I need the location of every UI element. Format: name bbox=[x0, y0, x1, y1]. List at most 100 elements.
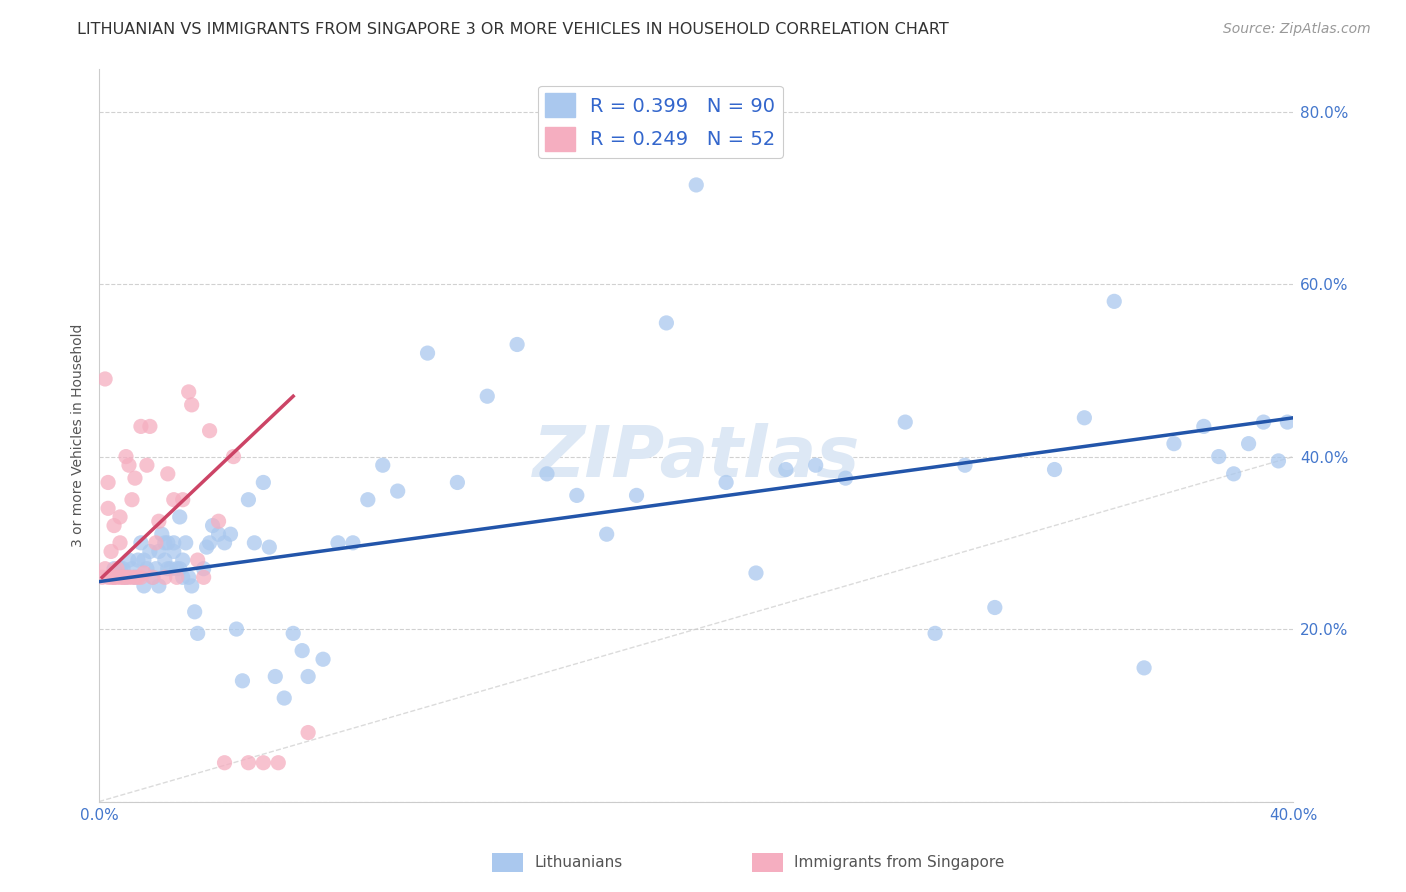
Point bbox=[1253, 415, 1275, 429]
Text: Immigrants from Singapore: Immigrants from Singapore bbox=[794, 855, 1005, 870]
Point bbox=[775, 462, 797, 476]
Point bbox=[100, 544, 122, 558]
Point bbox=[953, 458, 976, 473]
Point bbox=[984, 600, 1007, 615]
Point bbox=[477, 389, 499, 403]
Point bbox=[225, 622, 247, 636]
Point bbox=[1267, 454, 1289, 468]
Y-axis label: 3 or more Vehicles in Household: 3 or more Vehicles in Household bbox=[72, 323, 86, 547]
Point bbox=[115, 570, 138, 584]
Point bbox=[1163, 436, 1185, 450]
Point bbox=[183, 605, 205, 619]
Point bbox=[1208, 450, 1230, 464]
Point bbox=[1133, 661, 1156, 675]
Point bbox=[148, 579, 170, 593]
Point bbox=[273, 691, 295, 706]
Point bbox=[148, 544, 170, 558]
Point bbox=[172, 553, 194, 567]
Point bbox=[132, 566, 155, 580]
Point bbox=[105, 562, 128, 576]
Point bbox=[145, 536, 167, 550]
Point bbox=[111, 562, 134, 576]
Point bbox=[103, 518, 125, 533]
Point bbox=[267, 756, 290, 770]
Point bbox=[156, 562, 179, 576]
Point bbox=[387, 484, 409, 499]
Point bbox=[214, 536, 236, 550]
Point bbox=[177, 570, 200, 584]
Point bbox=[187, 553, 209, 567]
Point bbox=[127, 570, 149, 584]
Point bbox=[103, 570, 125, 584]
Point bbox=[219, 527, 242, 541]
Point bbox=[142, 570, 165, 584]
Point bbox=[195, 540, 218, 554]
Point bbox=[124, 570, 146, 584]
Point bbox=[118, 570, 141, 584]
Point bbox=[148, 514, 170, 528]
Point bbox=[264, 669, 287, 683]
Point bbox=[97, 570, 120, 584]
Point bbox=[714, 475, 737, 490]
Point bbox=[91, 570, 114, 584]
Point bbox=[166, 570, 188, 584]
Point bbox=[1277, 415, 1299, 429]
Point bbox=[342, 536, 364, 550]
Point bbox=[1043, 462, 1066, 476]
Point bbox=[121, 570, 143, 584]
Point bbox=[685, 178, 707, 192]
Point bbox=[94, 372, 117, 386]
Point bbox=[536, 467, 558, 481]
Point bbox=[357, 492, 380, 507]
Point bbox=[103, 562, 125, 576]
Point bbox=[1222, 467, 1244, 481]
Point bbox=[238, 756, 260, 770]
Point bbox=[1073, 410, 1095, 425]
Point bbox=[115, 570, 138, 584]
Point bbox=[111, 570, 134, 584]
Text: LITHUANIAN VS IMMIGRANTS FROM SINGAPORE 3 OR MORE VEHICLES IN HOUSEHOLD CORRELAT: LITHUANIAN VS IMMIGRANTS FROM SINGAPORE … bbox=[77, 22, 949, 37]
Point bbox=[371, 458, 394, 473]
Point bbox=[283, 626, 305, 640]
Point bbox=[153, 570, 176, 584]
Point bbox=[312, 652, 335, 666]
Point bbox=[169, 510, 191, 524]
Point bbox=[291, 643, 314, 657]
Point bbox=[626, 488, 648, 502]
Point bbox=[231, 673, 253, 688]
Point bbox=[94, 562, 117, 576]
Point bbox=[124, 570, 146, 584]
Point bbox=[834, 471, 856, 485]
Point bbox=[111, 570, 134, 584]
Point bbox=[193, 570, 215, 584]
Point bbox=[135, 562, 157, 576]
Point bbox=[97, 501, 120, 516]
Point bbox=[108, 562, 131, 576]
Point bbox=[565, 488, 588, 502]
Point bbox=[129, 536, 152, 550]
Point bbox=[129, 419, 152, 434]
Point bbox=[156, 536, 179, 550]
Point bbox=[180, 398, 202, 412]
Point bbox=[169, 562, 191, 576]
Point bbox=[201, 518, 224, 533]
Text: Source: ZipAtlas.com: Source: ZipAtlas.com bbox=[1223, 22, 1371, 37]
Point bbox=[1192, 419, 1215, 434]
Point bbox=[214, 756, 236, 770]
Point bbox=[163, 536, 186, 550]
Point bbox=[595, 527, 617, 541]
Point bbox=[655, 316, 678, 330]
Point bbox=[118, 553, 141, 567]
Point bbox=[163, 492, 186, 507]
Text: Lithuanians: Lithuanians bbox=[534, 855, 623, 870]
Point bbox=[150, 527, 173, 541]
Point bbox=[121, 492, 143, 507]
Point bbox=[142, 570, 165, 584]
Point bbox=[100, 570, 122, 584]
Point bbox=[139, 419, 162, 434]
Point bbox=[924, 626, 946, 640]
Point bbox=[121, 562, 143, 576]
Point bbox=[198, 424, 221, 438]
Point bbox=[156, 467, 179, 481]
Point bbox=[108, 510, 131, 524]
